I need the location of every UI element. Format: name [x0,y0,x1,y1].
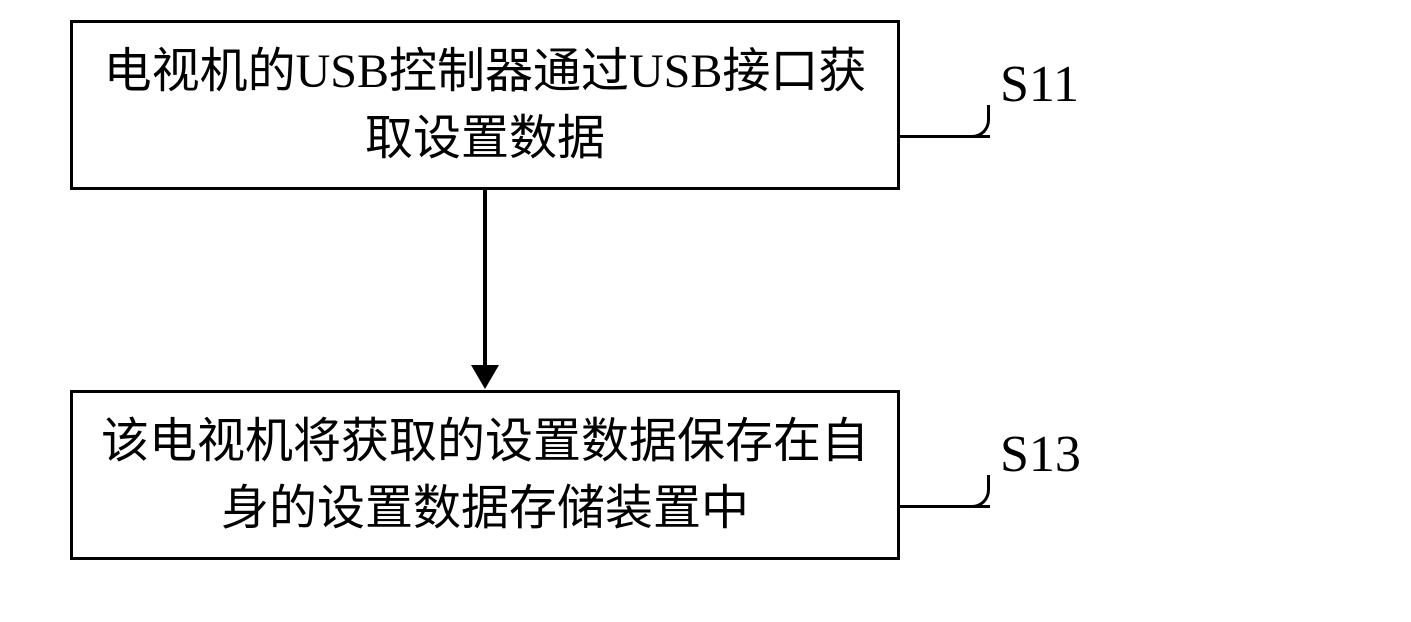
step-1-label: S11 [1000,55,1079,114]
flowchart-step-2: 该电视机将获取的设置数据保存在自身的设置数据存储装置中 [70,390,900,560]
arrow-shaft [483,190,487,365]
step-2-label: S13 [1000,425,1081,484]
connector-curve-2 [970,475,990,508]
step-1-text: 电视机的USB控制器通过USB接口获取设置数据 [93,38,877,172]
arrow-head [471,365,499,389]
flowchart-container: 电视机的USB控制器通过USB接口获取设置数据 S11 该电视机将获取的设置数据… [0,0,1411,622]
flowchart-step-1: 电视机的USB控制器通过USB接口获取设置数据 [70,20,900,190]
connector-curve-1 [970,105,990,138]
step-2-text: 该电视机将获取的设置数据保存在自身的设置数据存储装置中 [93,408,877,542]
